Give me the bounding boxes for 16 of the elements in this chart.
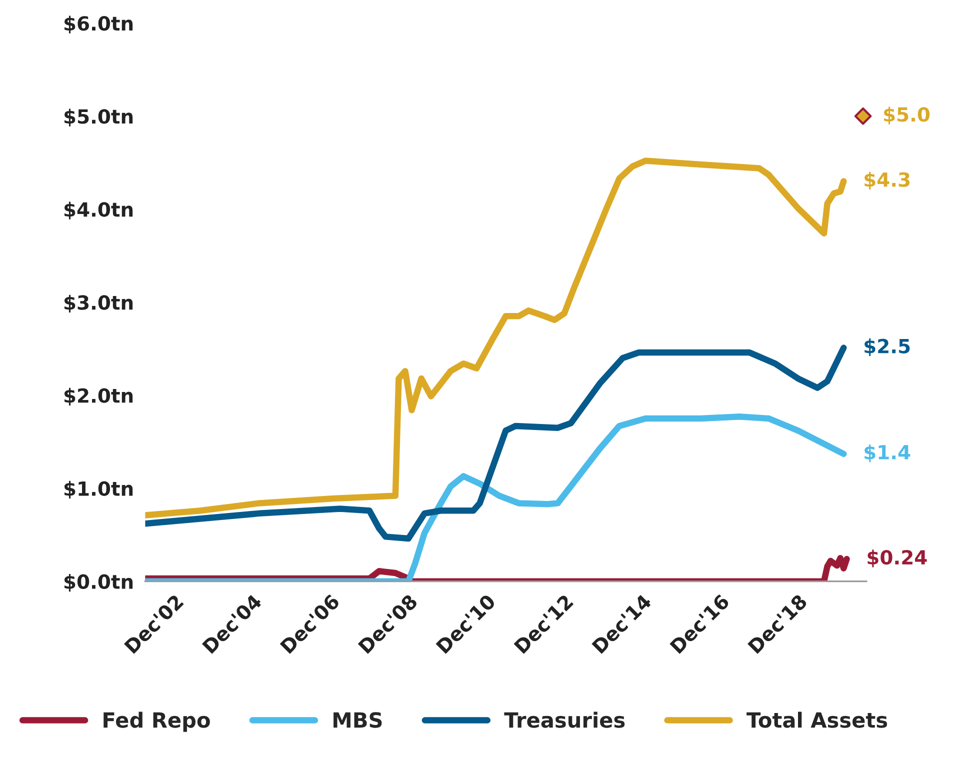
y-tick-label: $5.0tn <box>64 108 133 126</box>
data-label: $2.5 <box>864 338 910 356</box>
y-tick-label: $3.0tn <box>64 294 133 312</box>
y-tick-label: $0.0tn <box>64 574 133 592</box>
legend-label: MBS <box>334 712 382 728</box>
data-label: $1.4 <box>864 444 910 462</box>
y-tick-label: $6.0tn <box>64 16 133 34</box>
legend-label: Fed Repo <box>104 712 210 732</box>
legend-label: Treasuries <box>504 712 625 728</box>
y-tick-label: $1.0tn <box>64 480 133 499</box>
data-label: $5.0 <box>884 106 930 124</box>
data-label: $4.3 <box>864 172 910 190</box>
y-tick-label: $4.0tn <box>64 202 133 220</box>
legend-label: Total Assets <box>746 712 888 728</box>
y-tick-label: $2.0tn <box>64 388 133 406</box>
data-label: $0.24 <box>868 550 927 568</box>
